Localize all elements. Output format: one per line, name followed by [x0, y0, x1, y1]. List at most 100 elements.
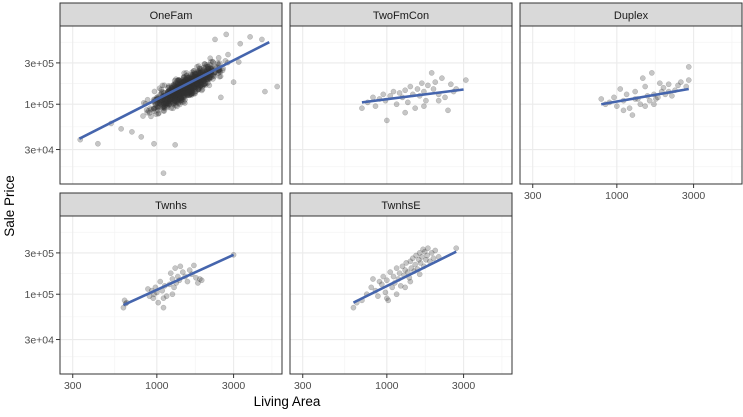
- data-point: [642, 103, 648, 109]
- data-point: [196, 86, 202, 93]
- data-point: [173, 99, 180, 105]
- data-point: [173, 94, 179, 101]
- data-point: [167, 96, 174, 103]
- data-point: [183, 76, 190, 83]
- data-point: [161, 100, 167, 107]
- data-point: [182, 96, 188, 103]
- data-point: [197, 83, 204, 90]
- data-point: [193, 274, 199, 281]
- data-point: [187, 84, 193, 90]
- x-tick-label: 3000: [222, 380, 246, 392]
- data-point: [191, 84, 197, 91]
- data-point: [179, 88, 186, 94]
- data-point: [206, 76, 213, 82]
- data-point: [174, 103, 180, 110]
- data-point: [423, 256, 429, 263]
- data-point: [196, 68, 203, 75]
- data-point: [175, 81, 182, 88]
- data-point: [118, 126, 124, 132]
- data-point: [161, 104, 167, 111]
- data-point: [192, 86, 198, 92]
- data-point: [184, 88, 191, 95]
- y-tick-label: 1e+05: [25, 99, 55, 111]
- data-point: [184, 72, 190, 79]
- data-point: [179, 269, 186, 275]
- data-point: [198, 82, 205, 88]
- data-point: [176, 92, 183, 98]
- data-point: [164, 100, 170, 107]
- data-point: [192, 71, 199, 77]
- x-axis-title: Living Area: [254, 394, 321, 409]
- data-point: [463, 77, 469, 83]
- data-point: [166, 84, 172, 90]
- data-point: [151, 105, 157, 112]
- data-point: [407, 83, 414, 90]
- data-point: [403, 260, 410, 266]
- data-point: [173, 93, 179, 100]
- data-point: [198, 82, 204, 89]
- data-point: [370, 276, 376, 282]
- panel-background: [290, 216, 512, 374]
- data-point: [174, 92, 180, 98]
- data-point: [189, 73, 195, 80]
- data-point: [165, 95, 172, 101]
- data-point: [217, 69, 224, 75]
- data-point: [165, 95, 171, 101]
- data-point: [170, 94, 177, 100]
- data-point: [174, 81, 181, 88]
- data-point: [175, 90, 182, 97]
- data-point: [177, 79, 183, 85]
- data-point: [188, 83, 195, 90]
- data-point: [186, 88, 193, 95]
- fit-line: [361, 88, 464, 104]
- data-point: [184, 89, 191, 96]
- data-point: [199, 67, 206, 74]
- y-tick-label: 1e+05: [25, 289, 55, 301]
- data-point: [175, 90, 181, 97]
- data-point: [173, 94, 180, 101]
- data-point: [160, 100, 167, 107]
- data-point: [164, 96, 170, 102]
- data-point: [188, 88, 195, 95]
- data-point: [160, 103, 166, 110]
- data-point: [165, 98, 171, 105]
- data-point: [181, 70, 187, 76]
- data-point: [192, 81, 198, 88]
- data-point: [176, 93, 183, 100]
- data-point: [151, 105, 157, 112]
- data-point: [176, 91, 182, 98]
- data-point: [205, 63, 212, 70]
- data-point: [189, 90, 195, 96]
- data-point: [184, 86, 191, 93]
- facet-strip: [519, 2, 743, 27]
- data-point: [183, 73, 190, 79]
- data-point: [188, 85, 194, 91]
- data-point: [195, 82, 202, 88]
- facet-label: OneFam: [150, 10, 193, 22]
- data-point: [649, 70, 655, 76]
- data-point: [196, 82, 202, 89]
- data-point: [177, 78, 184, 85]
- data-point: [207, 75, 213, 81]
- data-point: [161, 103, 168, 110]
- data-point: [192, 89, 198, 95]
- data-point: [202, 82, 209, 88]
- data-point: [191, 68, 197, 74]
- data-point: [175, 89, 182, 96]
- data-point: [168, 94, 175, 101]
- data-point: [168, 96, 175, 103]
- data-point: [192, 84, 198, 90]
- data-point: [430, 86, 437, 92]
- x-tick-label: 1000: [605, 190, 629, 202]
- data-point: [412, 261, 418, 268]
- data-point: [197, 79, 204, 86]
- data-point: [413, 252, 419, 259]
- data-point: [177, 89, 183, 96]
- data-point: [191, 83, 198, 90]
- data-point: [173, 90, 180, 97]
- data-point: [197, 82, 204, 88]
- data-point: [154, 104, 161, 111]
- data-point: [181, 98, 187, 105]
- data-point: [178, 95, 184, 102]
- data-point: [177, 93, 184, 100]
